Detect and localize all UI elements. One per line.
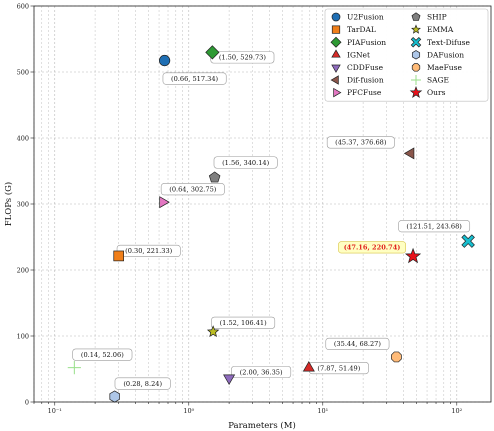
annotation-label: (2.00, 36.35) [240,368,283,376]
annotation-box [326,136,395,149]
x-tick-label: 10⁰ [183,407,194,415]
annotation-label: (1.56, 340.14) [222,159,270,167]
legend-marker [411,50,421,60]
legend-marker [411,63,421,72]
annotation-box [213,156,278,169]
data-point-piafusion [205,45,220,60]
annotation-label: (0.30, 221.33) [125,247,173,255]
legend-marker [411,12,421,21]
legend-box [324,8,489,102]
legend-entry-label: SHIP [427,13,447,22]
annotation-box [72,348,133,361]
legend-marker [331,49,341,58]
y-tick-label: 0 [25,398,29,406]
legend-entry-label: DAFusion [427,50,464,59]
data-point-cddfuse [223,374,236,385]
legend-marker [331,25,341,34]
legend-marker [331,64,341,73]
y-tick-label: 100 [17,332,29,340]
legend-entry-label: Ours [427,88,446,97]
annotation-box [160,183,225,196]
legend-marker [331,12,341,22]
y-axis-label: FLOPs (G) [3,182,14,227]
annotation-box [231,365,292,379]
annotation-box [211,316,276,329]
legend-entry-label: PIAFusion [347,38,386,47]
legend-entry-label: MaeFuse [427,63,462,72]
legend-marker [333,87,342,98]
annotation-label: (0.28, 8.24) [123,380,162,388]
y-tick-label: 400 [17,134,29,142]
annotation-label: (47.16, 220.74) [344,244,401,252]
data-point-text-difuse [461,234,475,248]
legend-marker [411,24,421,34]
legend-marker [409,85,423,98]
annotation-box [162,72,227,85]
annotation-box [338,241,406,254]
annotation-label: (0.14, 52.06) [81,351,124,359]
legend-marker [410,36,422,48]
legend: U2Fusion TarDAL PIAFusion IGNet CDDFuse Dif-f… [324,8,489,102]
annotation-label: (35.44, 68.27) [334,340,382,348]
data-point-emma [206,325,220,338]
legend-marker [411,75,421,85]
annotation-label: (121.51, 243.68) [406,222,462,230]
data-point-dafusion [109,390,120,403]
y-tick-label: 600 [17,2,29,10]
axis-ticks: 0 100 200 300 400 500 600 10⁻¹ 10⁰ 10¹ 10² [17,2,463,415]
point-annotations: (0.66, 517.34) (0.30, 221.33) (1.50, 529.7… [72,51,471,390]
annotation-label: (45.37, 376.68) [335,139,387,147]
data-markers [67,45,475,403]
legend-entry-label: IGNet [347,50,370,59]
annotation-label: (0.64, 302.75) [169,185,217,193]
annotation-label: (1.52, 106.41) [220,319,268,327]
legend-entry-label: TarDAL [347,25,376,34]
annotation-box [398,220,471,233]
legend-entry-label: U2Fusion [347,13,384,22]
legend-marker [330,75,339,85]
data-point-dif-fusion [403,147,415,160]
legend-entry-label: EMMA [427,25,454,34]
y-tick-label: 300 [17,200,29,208]
data-point-tardal [113,250,124,262]
x-tick-label: 10¹ [317,407,328,415]
annotation-label: (1.50, 529.73) [219,54,267,62]
data-point-maefuse [391,351,402,363]
y-tick-label: 500 [17,68,29,76]
data-point-ship [208,171,221,183]
x-axis-label: Parameters (M) [228,420,296,431]
data-point-ours [404,247,422,264]
data-point-pfcfuse [159,196,170,209]
x-tick-label: 10⁻¹ [48,407,63,415]
data-point-u2fusion [158,54,171,67]
annotation-label: (7.87, 51.49) [317,364,360,372]
annotation-box [114,377,171,390]
y-tick-label: 200 [17,266,29,274]
data-point-sage [67,361,81,375]
legend-entry-label: SAGE [427,76,449,85]
x-tick-label: 10² [451,407,462,415]
legend-entry-label: PFCFuse [347,88,382,97]
legend-entry-label: Text-Difuse [427,38,471,47]
legend-marker [330,36,342,48]
legend-entry-label: CDDFuse [347,63,384,72]
legend-entry-label: Dif-fusion [347,76,384,85]
annotation-box [325,337,390,350]
annotation-label: (0.66, 517.34) [171,75,219,83]
data-point-ignet [302,361,315,372]
plot-frame [33,5,492,403]
